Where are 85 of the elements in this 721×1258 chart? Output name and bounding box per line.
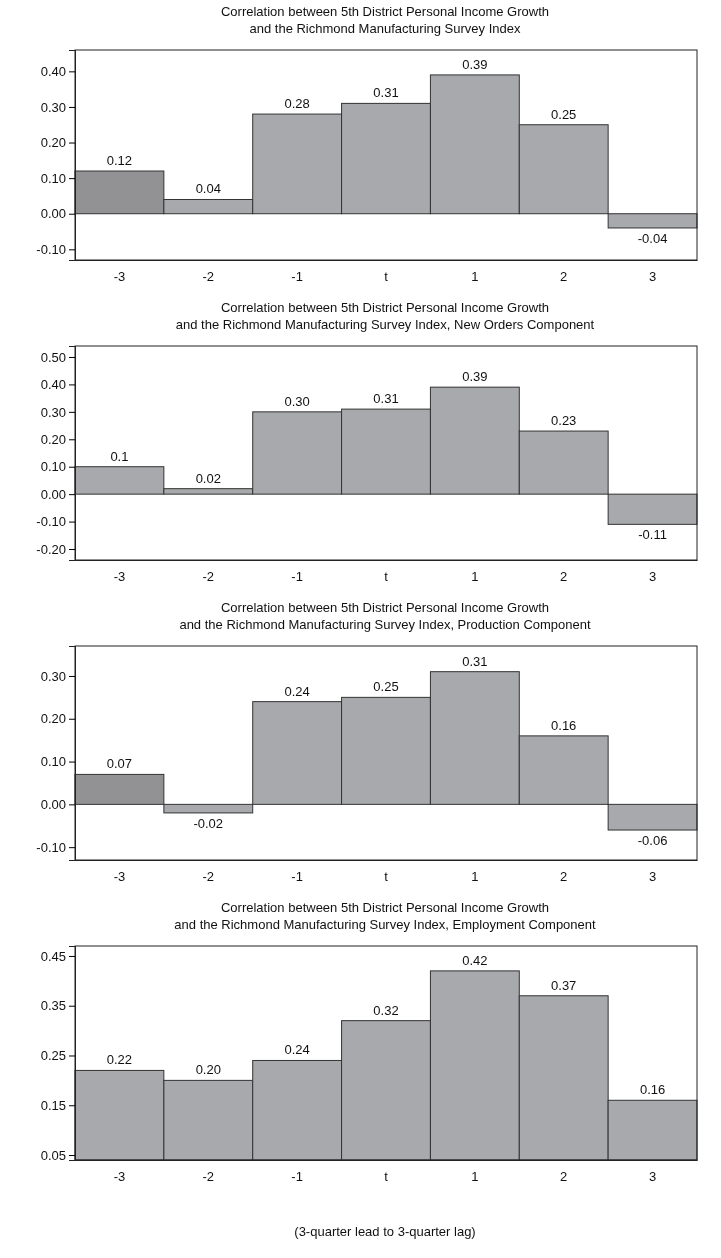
data-label: 0.25: [551, 106, 577, 122]
x-tick-label: -1: [291, 269, 303, 285]
y-tick-label: -0.10: [36, 514, 66, 530]
x-tick-label: -2: [202, 569, 215, 585]
x-tick-label: t: [384, 869, 389, 885]
x-tick-label: -3: [113, 569, 126, 585]
data-label: 0.39: [462, 56, 488, 72]
y-tick-label: 0.30: [40, 99, 66, 115]
x-tick-label: -1: [291, 869, 303, 885]
y-tick-label: 0.10: [40, 459, 66, 475]
data-label: 0.32: [373, 1002, 399, 1018]
chart-title: Correlation between 5th District Personal Income Growth and the Richmond Manufacturing Survey Index: [220, 4, 550, 36]
y-tick-label: 0.10: [40, 754, 66, 770]
data-label: 0.22: [106, 1052, 133, 1068]
data-label: 0.28: [284, 96, 310, 112]
x-tick-label: -1: [291, 1169, 303, 1185]
x-tick-label: 1: [471, 569, 479, 585]
y-tick-label: 0.45: [40, 948, 66, 964]
x-tick-label: 2: [560, 569, 568, 585]
data-label: 0.31: [462, 653, 488, 669]
y-tick-label: -0.10: [36, 241, 66, 257]
x-tick-label: 2: [560, 1169, 568, 1185]
x-tick-label: t: [384, 269, 389, 285]
data-label: 0.42: [462, 952, 488, 968]
y-tick-label: 0.00: [40, 206, 66, 222]
y-tick-label: 0.10: [40, 170, 66, 186]
y-tick-label: 0.30: [40, 668, 66, 684]
x-tick-label: 1: [471, 1169, 479, 1185]
y-tick-label: 0.00: [40, 486, 66, 502]
y-tick-label: 0.50: [40, 349, 66, 365]
data-label: 0.24: [284, 683, 310, 699]
data-label: 0.25: [373, 679, 399, 695]
chart-title: Correlation between 5th District Personal Income Growth and the Richmond Manufacturing Survey Index, Production Component: [179, 600, 591, 632]
data-label: 0.24: [284, 1042, 310, 1058]
x-tick-label: 3: [648, 1169, 657, 1185]
x-tick-label: t: [384, 569, 389, 585]
data-label: 0.02: [195, 470, 221, 486]
y-tick-label: 0.40: [40, 377, 66, 393]
y-tick-label: 0.35: [40, 998, 66, 1014]
y-tick-label: 0.40: [40, 64, 66, 80]
chart-title: Correlation between 5th District Personal Income Growth and the Richmond Manufacturing Survey Index, New Orders Component: [175, 300, 595, 332]
data-label: -0.02: [193, 815, 224, 831]
y-tick-label: -0.10: [36, 839, 66, 855]
x-tick-label: -3: [113, 269, 126, 285]
y-tick-label: 0.20: [40, 135, 66, 151]
x-tick-label: 3: [648, 869, 657, 885]
data-label: 0.31: [373, 85, 399, 101]
data-label: 0.04: [195, 181, 221, 197]
x-tick-label: 2: [560, 869, 568, 885]
x-tick-label: 2: [560, 269, 568, 285]
chart-title: Correlation between 5th District Personal Income Growth and the Richmond Manufacturing Survey Index, Employment Component: [174, 900, 597, 932]
y-tick-label: 0.20: [40, 431, 66, 447]
data-label: 0.30: [284, 393, 310, 409]
y-tick-label: 0.15: [40, 1097, 66, 1113]
y-tick-label: 0.25: [40, 1048, 66, 1064]
data-label: 0.20: [195, 1062, 221, 1078]
y-tick-label: 0.05: [40, 1147, 66, 1163]
x-tick-label: -3: [113, 1169, 126, 1185]
x-tick-label: -2: [202, 269, 215, 285]
data-label: 0.1: [110, 448, 129, 464]
x-tick-label: 3: [648, 269, 657, 285]
x-tick-label: -2: [202, 869, 215, 885]
x-tick-label: -3: [113, 869, 126, 885]
data-label: 0.16: [639, 1082, 666, 1098]
y-tick-label: 0.00: [40, 797, 66, 813]
data-label: -0.04: [637, 230, 668, 246]
data-label: -0.11: [638, 527, 667, 543]
data-label: 0.23: [551, 413, 577, 429]
y-tick-label: 0.20: [40, 711, 66, 727]
x-tick-label: -2: [202, 1169, 215, 1185]
data-label: 0.37: [551, 977, 577, 993]
x-tick-label: 1: [471, 869, 479, 885]
data-label: 0.07: [106, 756, 133, 772]
x-tick-label: 1: [471, 269, 479, 285]
x-tick-label: 3: [648, 569, 657, 585]
y-tick-label: -0.20: [36, 541, 66, 557]
x-tick-label: -1: [291, 569, 303, 585]
y-tick-label: 0.30: [40, 404, 66, 420]
x-tick-label: t: [384, 1169, 389, 1185]
data-label: 0.12: [106, 153, 133, 169]
data-label: 0.31: [373, 391, 399, 407]
data-label: -0.06: [637, 833, 668, 849]
text: (3-quarter lead to 3-quarter lag): [294, 1224, 476, 1239]
data-label: 0.16: [551, 717, 577, 733]
data-label: 0.39: [462, 369, 488, 385]
